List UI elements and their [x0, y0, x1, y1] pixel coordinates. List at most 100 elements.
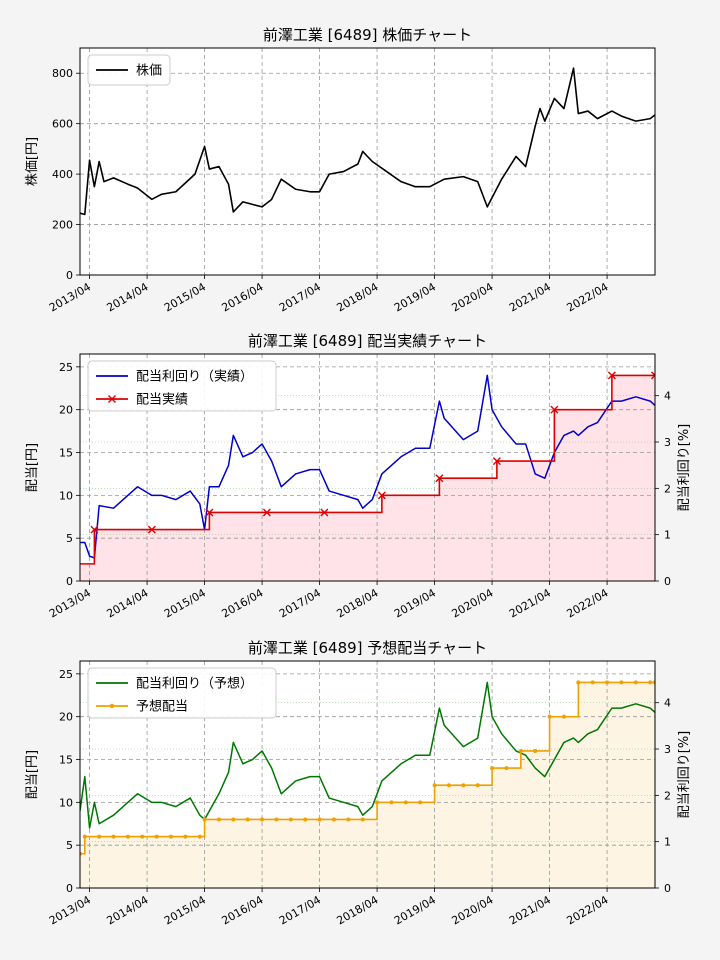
x-tick-label: 2017/04 — [277, 893, 323, 927]
x-tick-label: 2014/04 — [105, 893, 151, 927]
x-tick-label: 2017/04 — [277, 280, 323, 314]
dividend-marker-x — [320, 508, 329, 517]
y2-tick-label: 2 — [664, 482, 671, 495]
chart-panel-3: 前澤工業 [6489] 予想配当チャート 2013/04 2014/04 2015/0… — [25, 639, 692, 927]
y-tick-label: 25 — [59, 668, 73, 681]
x-tick-label: 2022/04 — [565, 586, 611, 620]
forecast-dot — [260, 817, 265, 822]
dividend-marker-x — [147, 525, 156, 534]
axes-frame — [79, 47, 656, 276]
x-tick-label: 2018/04 — [335, 586, 381, 620]
forecast-dot — [346, 817, 351, 822]
forecast-dot — [197, 834, 202, 839]
x-tick-label: 2016/04 — [220, 280, 266, 314]
x-tick-label: 2018/04 — [335, 280, 381, 314]
forecast-dot — [183, 834, 188, 839]
forecast-dot — [360, 817, 365, 822]
y-tick-label: 400 — [52, 168, 73, 181]
y-tick-label: 25 — [59, 361, 73, 374]
dividend-marker-x — [492, 457, 501, 466]
x-tick-label: 2018/04 — [335, 893, 381, 927]
forecast-dot — [403, 800, 408, 805]
y2-tick-label: 0 — [664, 882, 671, 895]
dividend-marker-x — [90, 525, 99, 534]
y-axis-label: 株価[円] — [25, 137, 40, 186]
dividend-marker-x — [651, 371, 655, 380]
legend: 株価 — [87, 54, 171, 86]
dividend-area-fill — [80, 682, 655, 888]
series-line-stock-price — [80, 67, 655, 216]
forecast-dot — [274, 817, 279, 822]
dividend-area-fill — [80, 375, 655, 581]
chart-title: 前澤工業 [6489] 配当実績チャート — [248, 332, 487, 350]
x-tick-label: 2019/04 — [392, 893, 438, 927]
forecast-dot — [446, 783, 451, 788]
forecast-dot — [418, 800, 423, 805]
x-tick-label: 2019/04 — [392, 280, 438, 314]
forecast-dot — [140, 834, 145, 839]
legend-marker-dot — [109, 703, 115, 709]
y2-axis-label: 配当利回り[%] — [677, 424, 692, 512]
y2-tick-label: 3 — [664, 743, 671, 756]
y-tick-label: 200 — [52, 219, 73, 232]
dividend-marker-x — [205, 508, 214, 517]
y-tick-label: 20 — [59, 711, 73, 724]
legend-marker-x — [108, 395, 116, 403]
axes-frame — [79, 660, 656, 889]
forecast-dot — [245, 817, 250, 822]
dividend-marker-x — [435, 474, 444, 483]
forecast-dot — [288, 817, 293, 822]
y2-tick-label: 3 — [664, 436, 671, 449]
legend: 配当利回り（予想） 予想配当 — [87, 667, 277, 719]
forecast-dot — [648, 680, 653, 685]
forecast-dot — [331, 817, 336, 822]
x-tick-label: 2015/04 — [162, 586, 208, 620]
legend-label: 配当利回り（予想） — [136, 676, 253, 692]
x-tick-label: 2021/04 — [507, 280, 553, 314]
y-tick-label: 600 — [52, 118, 73, 131]
x-tick-label: 2015/04 — [162, 893, 208, 927]
y-tick-label: 15 — [59, 447, 73, 460]
series-line-yield — [80, 681, 655, 829]
forecast-dot — [605, 680, 610, 685]
legend-label: 配当実績 — [136, 392, 188, 408]
forecast-dot — [619, 680, 624, 685]
legend-label: 配当利回り（実績） — [136, 369, 253, 385]
forecast-dot — [490, 766, 495, 771]
x-tick-label: 2014/04 — [105, 586, 151, 620]
forecast-dot — [576, 680, 581, 685]
legend-box — [87, 54, 171, 86]
forecast-dot — [169, 834, 174, 839]
y-tick-label: 5 — [66, 839, 73, 852]
dividend-marker-x — [377, 491, 386, 500]
x-tick-label: 2017/04 — [277, 586, 323, 620]
forecast-dot — [231, 817, 236, 822]
forecast-dot — [633, 680, 638, 685]
forecast-dot — [590, 680, 595, 685]
y-tick-label: 0 — [66, 269, 73, 282]
x-tick-label: 2022/04 — [565, 280, 611, 314]
plot-area — [80, 48, 655, 275]
x-tick-label: 2022/04 — [565, 893, 611, 927]
y-axis-label: 配当[円] — [25, 443, 40, 492]
x-tick-label: 2015/04 — [162, 280, 208, 314]
y2-axis-label: 配当利回り[%] — [677, 731, 692, 819]
legend-box — [87, 667, 277, 719]
x-tick-label: 2014/04 — [105, 280, 151, 314]
forecast-dot — [154, 834, 159, 839]
y2-tick-label: 0 — [664, 575, 671, 588]
forecast-dot — [317, 817, 322, 822]
chart-panel-2: 前澤工業 [6489] 配当実績チャート 2013/04 2014/04 2015/0… — [25, 332, 692, 620]
x-tick-label: 2016/04 — [220, 586, 266, 620]
y-tick-label: 10 — [59, 489, 73, 502]
y-tick-label: 5 — [66, 532, 73, 545]
y-tick-label: 0 — [66, 882, 73, 895]
x-tick-label: 2020/04 — [450, 893, 496, 927]
forecast-dot — [432, 783, 437, 788]
y-tick-label: 10 — [59, 796, 73, 809]
y-tick-label: 0 — [66, 575, 73, 588]
series-group — [80, 67, 655, 216]
legend-label: 予想配当 — [136, 699, 188, 715]
y2-tick-label: 4 — [664, 697, 671, 710]
